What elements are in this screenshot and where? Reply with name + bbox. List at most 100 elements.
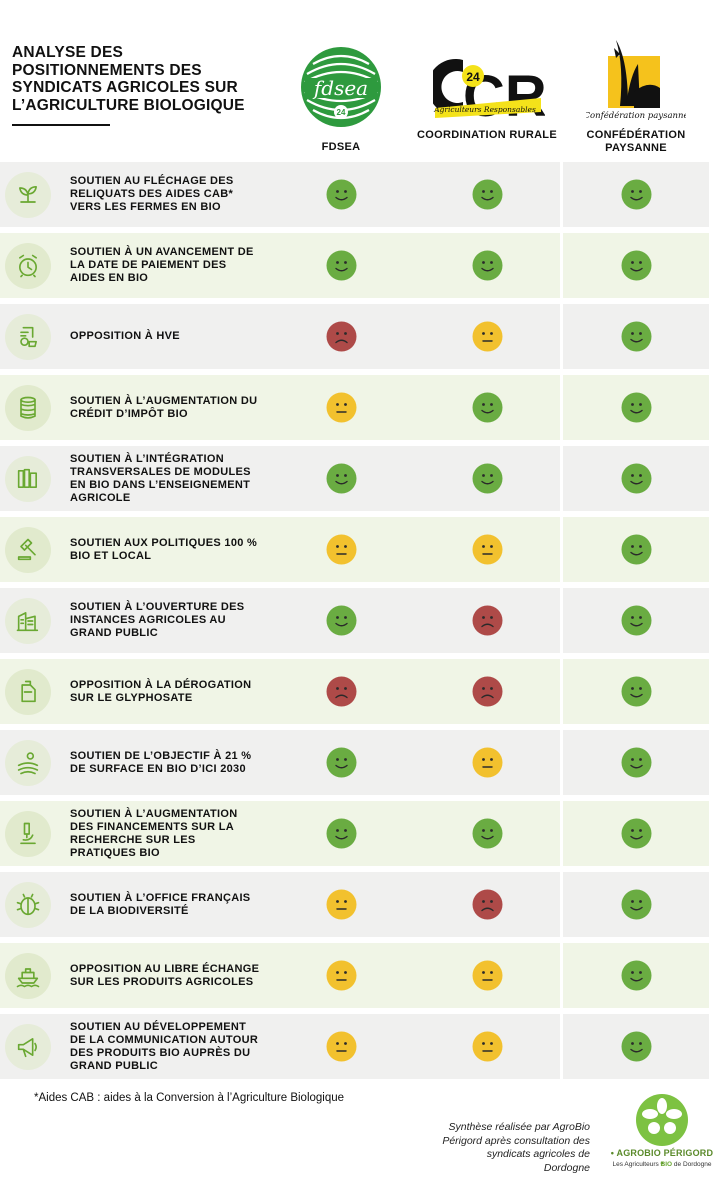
rating-cell-fdsea — [268, 1014, 414, 1079]
rating-positive-icon — [326, 179, 357, 210]
rating-positive-icon — [621, 605, 652, 636]
table-row: OPPOSITION À LA DÉROGATION SUR LE GLYPHO… — [0, 659, 714, 724]
rating-positive-icon — [621, 889, 652, 920]
row-label: SOUTIEN À L’OFFICE FRANÇAIS DE LA BIODIV… — [70, 891, 251, 917]
coordination-rurale-logo: CR 24 Agriculteurs Responsables — [427, 52, 547, 129]
fdsea-logo-text: fdsea — [312, 76, 368, 100]
rating-cell-coordination-rurale — [414, 304, 560, 369]
rating-positive-icon — [326, 250, 357, 281]
column-header-fdsea: FDSEA — [321, 141, 361, 153]
agrobio-tagline: Les Agriculteurs BIO de Dordogne — [610, 1161, 714, 1168]
row-label: OPPOSITION À HVE — [70, 330, 180, 342]
rating-positive-icon — [621, 321, 652, 352]
rating-cell-confederation-paysanne — [563, 162, 709, 227]
rating-positive-icon — [472, 179, 503, 210]
cr-logo-tagline: Agriculteurs Responsables — [433, 105, 536, 114]
rating-positive-icon — [472, 818, 503, 849]
rating-cell-fdsea — [268, 446, 414, 511]
rating-cell-fdsea — [268, 801, 414, 866]
rating-cell-confederation-paysanne — [563, 801, 709, 866]
row-label: OPPOSITION À LA DÉROGATION SUR LE GLYPHO… — [70, 678, 252, 704]
rating-cell-coordination-rurale — [414, 588, 560, 653]
books-icon — [5, 456, 51, 502]
rating-cell-fdsea — [268, 517, 414, 582]
rating-positive-icon — [621, 960, 652, 991]
footnote: *Aides CAB : aides à la Conversion à l’A… — [34, 1092, 345, 1104]
rating-positive-icon — [621, 463, 652, 494]
rating-neutral-icon — [472, 960, 503, 991]
column-header-confederation-paysanne: CONFÉDÉRATION PAYSANNE — [586, 129, 686, 154]
rating-cell-coordination-rurale — [414, 801, 560, 866]
page-title: ANALYSE DES POSITIONNEMENTS DES SYNDICAT… — [12, 44, 245, 114]
rating-neutral-icon — [326, 1031, 357, 1062]
row-label: SOUTIEN À L’AUGMENTATION DES FINANCEMENT… — [70, 807, 238, 859]
rating-cell-fdsea — [268, 233, 414, 298]
jerrycan-icon — [5, 669, 51, 715]
megaphone-icon — [5, 1024, 51, 1070]
rating-cell-coordination-rurale — [414, 375, 560, 440]
rating-cell-coordination-rurale — [414, 943, 560, 1008]
rating-positive-icon — [472, 463, 503, 494]
rating-cell-fdsea — [268, 304, 414, 369]
coin-stack-icon — [5, 385, 51, 431]
rating-cell-coordination-rurale — [414, 446, 560, 511]
rating-neutral-icon — [326, 960, 357, 991]
row-label: SOUTIEN DE L’OBJECTIF À 21 % DE SURFACE … — [70, 749, 252, 775]
cp-logo-text: Confédération paysanne — [586, 110, 686, 121]
buildings-icon — [5, 598, 51, 644]
rating-positive-icon — [621, 250, 652, 281]
rating-neutral-icon — [472, 1031, 503, 1062]
rating-neutral-icon — [472, 747, 503, 778]
certificate-icon — [5, 314, 51, 360]
row-label: SOUTIEN À L’INTÉGRATION TRANSVERSALES DE… — [70, 452, 251, 504]
rating-negative-icon — [326, 676, 357, 707]
row-label: SOUTIEN AUX POLITIQUES 100 % BIO ET LOCA… — [70, 536, 258, 562]
rating-cell-confederation-paysanne — [563, 659, 709, 724]
row-label: OPPOSITION AU LIBRE ÉCHANGE SUR LES PROD… — [70, 962, 260, 988]
alarm-clock-icon — [5, 243, 51, 289]
gavel-icon — [5, 527, 51, 573]
title-underline — [12, 124, 110, 126]
rating-positive-icon — [326, 605, 357, 636]
rating-cell-fdsea — [268, 730, 414, 795]
rating-negative-icon — [472, 676, 503, 707]
agrobio-tagline-post: de Dordogne — [672, 1161, 712, 1168]
rating-cell-confederation-paysanne — [563, 517, 709, 582]
rating-positive-icon — [621, 1031, 652, 1062]
confederation-paysanne-logo: Confédération paysanne — [583, 36, 689, 122]
rating-positive-icon — [621, 818, 652, 849]
agrobio-tagline-bio: BIO — [660, 1161, 673, 1168]
rating-neutral-icon — [326, 392, 357, 423]
column-header-coordination-rurale: COORDINATION RURALE — [417, 129, 557, 141]
rating-cell-coordination-rurale — [414, 872, 560, 937]
table-row: SOUTIEN À UN AVANCEMENT DE LA DATE DE PA… — [0, 233, 714, 298]
rating-cell-confederation-paysanne — [563, 588, 709, 653]
rating-negative-icon — [472, 605, 503, 636]
row-label: SOUTIEN À L’OUVERTURE DES INSTANCES AGRI… — [70, 601, 245, 639]
rating-cell-fdsea — [268, 659, 414, 724]
cr-logo-number: 24 — [466, 70, 480, 84]
table-row: SOUTIEN À L’OFFICE FRANÇAIS DE LA BIODIV… — [0, 872, 714, 937]
table-row: SOUTIEN À L’INTÉGRATION TRANSVERSALES DE… — [0, 446, 714, 511]
table-row: SOUTIEN DE L’OBJECTIF À 21 % DE SURFACE … — [0, 730, 714, 795]
table-row: OPPOSITION AU LIBRE ÉCHANGE SUR LES PROD… — [0, 943, 714, 1008]
rating-negative-icon — [326, 321, 357, 352]
microscope-icon — [5, 811, 51, 857]
fdsea-logo-number: 24 — [337, 108, 346, 117]
rating-cell-confederation-paysanne — [563, 872, 709, 937]
field-sun-icon — [5, 740, 51, 786]
rating-cell-coordination-rurale — [414, 730, 560, 795]
rating-positive-icon — [326, 747, 357, 778]
table-row: SOUTIEN AU FLÉCHAGE DES RELIQUATS DES AI… — [0, 162, 714, 227]
rating-cell-confederation-paysanne — [563, 375, 709, 440]
agrobio-name-text: AGROBIO PÉRIGORD — [616, 1148, 714, 1158]
rating-positive-icon — [472, 250, 503, 281]
rating-cell-confederation-paysanne — [563, 1014, 709, 1079]
table-row: SOUTIEN AUX POLITIQUES 100 % BIO ET LOCA… — [0, 517, 714, 582]
rating-positive-icon — [621, 179, 652, 210]
table-row: OPPOSITION À HVE — [0, 304, 714, 369]
row-label: SOUTIEN AU FLÉCHAGE DES RELIQUATS DES AI… — [70, 175, 234, 213]
fdsea-logo: fdsea 24 — [299, 44, 383, 130]
rating-positive-icon — [621, 676, 652, 707]
rating-positive-icon — [621, 534, 652, 565]
